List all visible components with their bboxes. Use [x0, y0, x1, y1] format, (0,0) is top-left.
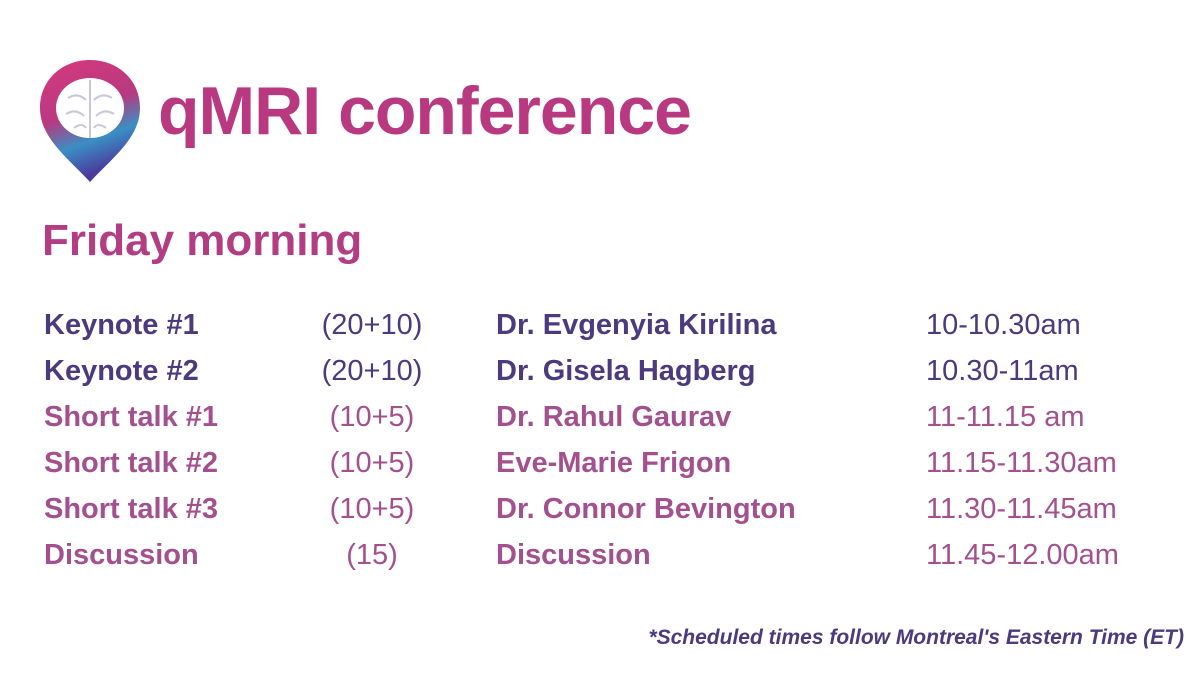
- speaker: Dr. Connor Bevington: [496, 493, 796, 525]
- logo: [40, 60, 140, 182]
- duration: (10+5): [329, 401, 415, 433]
- time: 10.30-11am: [926, 355, 1079, 387]
- schedule-row: Short talk #3 (10+5) Dr. Connor Bevington 1…: [0, 486, 1200, 532]
- session: Keynote #1: [44, 309, 199, 341]
- schedule-row: Keynote #2 (20+10) Dr. Gisela Hagberg 10.30…: [0, 348, 1200, 394]
- time: 11-11.15 am: [926, 401, 1085, 433]
- duration: (20+10): [321, 309, 423, 341]
- schedule-row: Discussion (15) Discussion 11.45-12.00am: [0, 532, 1200, 578]
- schedule-row: Keynote #1 (20+10) Dr. Evgenyia Kirilina 10…: [0, 302, 1200, 348]
- duration: (15): [346, 539, 398, 571]
- speaker: Discussion: [496, 539, 651, 571]
- subtitle: Friday morning: [42, 216, 363, 265]
- time: 11.45-12.00am: [926, 539, 1119, 571]
- duration: (10+5): [329, 493, 415, 525]
- footnote: *Scheduled times follow Montreal's Easte…: [648, 626, 1184, 649]
- session: Short talk #1: [44, 401, 219, 433]
- session: Short talk #2: [44, 447, 219, 479]
- session: Discussion: [44, 539, 199, 571]
- session: Short talk #3: [44, 493, 219, 525]
- time: 11.15-11.30am: [926, 447, 1117, 479]
- time: 10-10.30am: [926, 309, 1081, 341]
- schedule-row: Short talk #1 (10+5) Dr. Rahul Gaurav 11-11…: [0, 394, 1200, 440]
- speaker: Eve-Marie Frigon: [496, 447, 732, 479]
- title: qMRI conference: [158, 73, 692, 149]
- speaker: Dr. Evgenyia Kirilina: [496, 309, 777, 341]
- duration: (20+10): [321, 355, 423, 387]
- schedule-row: Short talk #2 (10+5) Eve-Marie Frigon 11.15…: [0, 440, 1200, 486]
- session: Keynote #2: [44, 355, 199, 387]
- speaker: Dr. Rahul Gaurav: [496, 401, 732, 433]
- speaker: Dr. Gisela Hagberg: [496, 355, 756, 387]
- time: 11.30-11.45am: [926, 493, 1117, 525]
- duration: (10+5): [329, 447, 415, 479]
